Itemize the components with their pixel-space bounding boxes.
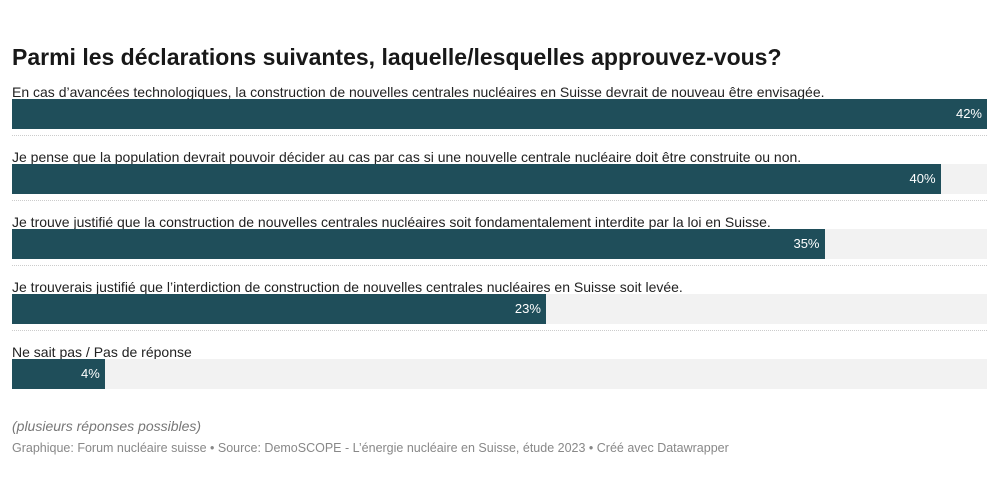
bar-value-label: 42%: [955, 106, 982, 121]
bar: 35%: [12, 229, 825, 259]
bar-row: Je pense que la population devrait pouvo…: [12, 149, 987, 215]
chart-note: (plusieurs réponses possibles): [12, 418, 202, 434]
bar: 23%: [12, 294, 546, 324]
bar: 40%: [12, 164, 941, 194]
bar-value-label: 23%: [514, 301, 541, 316]
bar-track: 42%: [12, 99, 987, 129]
bar-label: Je pense que la population devrait pouvo…: [12, 149, 802, 165]
bar-label: Je trouverais justifié que l’interdictio…: [12, 279, 683, 295]
chart-title: Parmi les déclarations suivantes, laquel…: [12, 44, 782, 70]
bar-track: 4%: [12, 359, 987, 389]
bar-track: 40%: [12, 164, 987, 194]
bar-label: Ne sait pas / Pas de réponse: [12, 344, 192, 360]
bar-row: Je trouve justifié que la construction d…: [12, 214, 987, 280]
bar-track: 23%: [12, 294, 987, 324]
bar-row: En cas d’avancées technologiques, la con…: [12, 84, 987, 150]
bar-value-label: 40%: [909, 171, 936, 186]
bar-value-label: 4%: [81, 366, 100, 381]
row-separator: [12, 265, 987, 266]
chart-source: Graphique: Forum nucléaire suisse • Sour…: [12, 441, 729, 455]
row-separator: [12, 135, 987, 136]
row-separator: [12, 200, 987, 201]
bar-label: Je trouve justifié que la construction d…: [12, 214, 771, 230]
bar: 4%: [12, 359, 105, 389]
bar-value-label: 35%: [793, 236, 820, 251]
bar-row: Ne sait pas / Pas de réponse 4%: [12, 344, 987, 410]
bar-track: 35%: [12, 229, 987, 259]
bar-row: Je trouverais justifié que l’interdictio…: [12, 279, 987, 345]
row-separator: [12, 330, 987, 331]
bar: 42%: [12, 99, 987, 129]
bar-label: En cas d’avancées technologiques, la con…: [12, 84, 825, 100]
